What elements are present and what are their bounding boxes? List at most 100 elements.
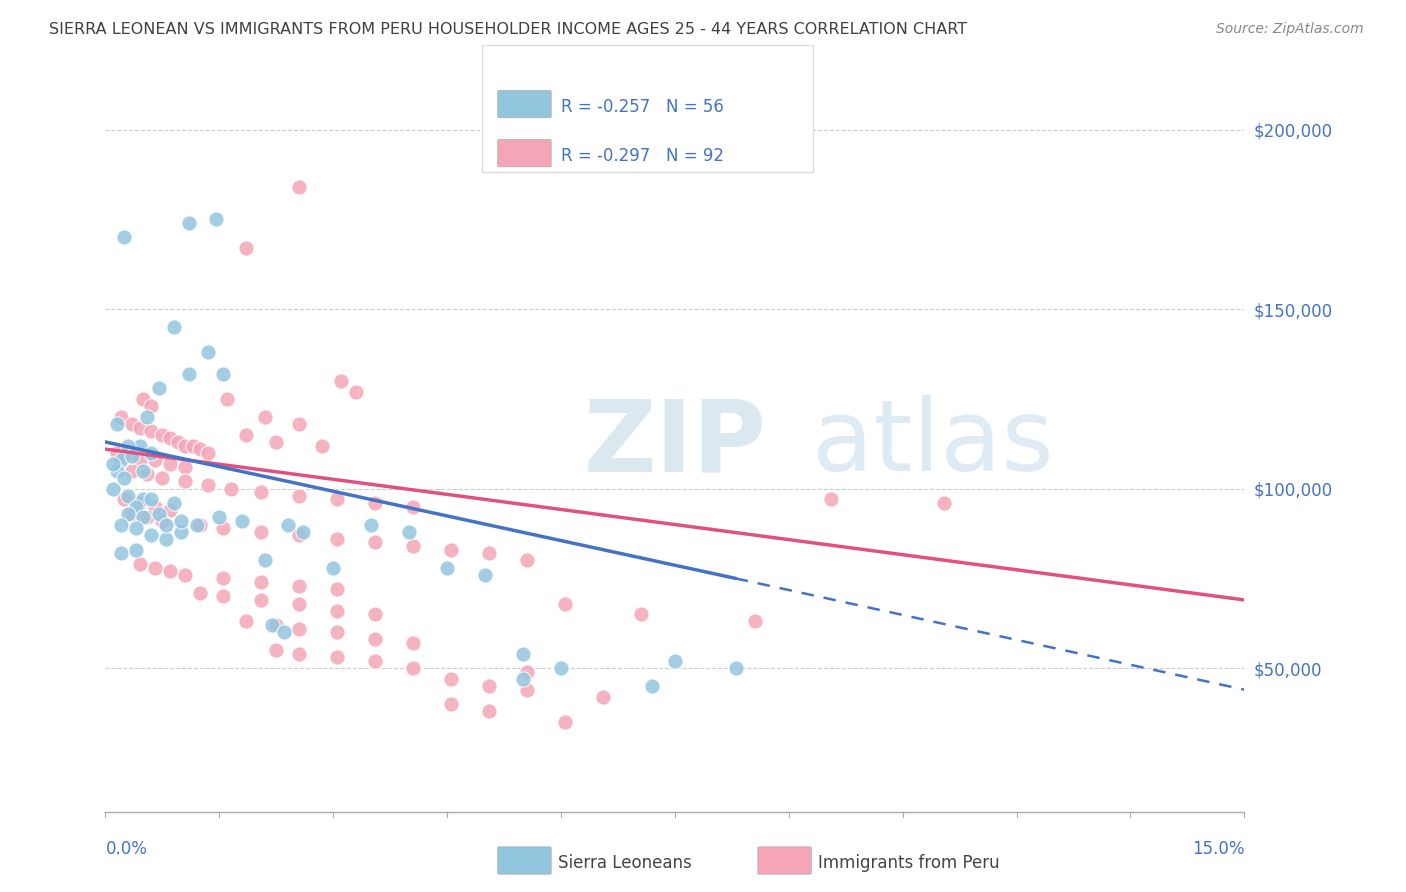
Point (250, 574, 273, 589)
Point (152, 427, 174, 442)
Point (114, 471, 135, 485)
Point (125, 542, 148, 557)
Point (105, 464, 128, 478)
Point (436, 560, 458, 574)
Point (110, 517, 132, 532)
Point (402, 500, 425, 514)
Point (155, 517, 177, 532)
Point (197, 446, 219, 460)
Point (516, 682, 538, 697)
Point (170, 514, 193, 528)
Point (550, 661, 572, 675)
Point (114, 492, 135, 507)
Point (159, 503, 181, 517)
Point (474, 567, 496, 582)
Point (273, 625, 295, 640)
Point (188, 442, 211, 457)
Point (132, 492, 155, 507)
Point (117, 439, 139, 453)
Point (288, 597, 311, 611)
Point (121, 464, 143, 478)
Point (440, 542, 463, 557)
Point (215, 392, 238, 406)
Text: Source: ZipAtlas.com: Source: ZipAtlas.com (1216, 22, 1364, 37)
Point (136, 510, 159, 524)
Text: R = -0.257   N = 56: R = -0.257 N = 56 (561, 98, 724, 116)
Point (235, 241, 257, 255)
Point (152, 514, 174, 528)
Point (136, 467, 159, 482)
Point (326, 532, 349, 546)
Point (326, 604, 349, 618)
Point (288, 417, 311, 431)
Point (262, 618, 284, 632)
Point (554, 714, 576, 729)
Point (139, 492, 162, 507)
Point (125, 521, 148, 535)
Point (208, 510, 231, 524)
Point (143, 453, 166, 467)
Point (592, 690, 614, 704)
Point (440, 672, 463, 686)
Point (724, 661, 747, 675)
Point (554, 597, 576, 611)
Point (132, 510, 155, 524)
Point (159, 431, 181, 445)
Point (820, 492, 842, 507)
Point (360, 517, 382, 532)
Point (132, 392, 155, 406)
Point (288, 180, 311, 194)
Point (329, 374, 352, 388)
Point (934, 496, 956, 510)
Point (163, 320, 186, 334)
Point (326, 492, 349, 507)
Point (117, 507, 139, 521)
Point (136, 409, 159, 424)
Point (288, 622, 311, 636)
Point (110, 409, 132, 424)
Point (250, 485, 273, 500)
Point (128, 453, 150, 467)
Point (166, 434, 188, 449)
Point (326, 625, 349, 640)
Point (114, 450, 135, 464)
Point (125, 500, 148, 514)
Point (641, 679, 664, 693)
Point (188, 517, 211, 532)
Point (197, 345, 219, 359)
Point (277, 517, 299, 532)
Point (235, 427, 257, 442)
Point (188, 586, 211, 600)
Point (291, 524, 314, 539)
Point (264, 618, 288, 632)
Point (288, 528, 311, 542)
Point (253, 409, 276, 424)
Point (139, 446, 162, 460)
Point (110, 453, 132, 467)
Point (288, 647, 311, 661)
Text: 15.0%: 15.0% (1192, 840, 1244, 858)
Point (364, 654, 387, 668)
Point (402, 539, 425, 553)
Point (148, 507, 170, 521)
Point (212, 521, 235, 535)
Point (152, 471, 174, 485)
Point (440, 697, 463, 711)
Text: Sierra Leoneans: Sierra Leoneans (558, 855, 692, 872)
Point (664, 654, 686, 668)
Point (478, 679, 501, 693)
Point (170, 524, 193, 539)
Point (288, 489, 311, 503)
Point (155, 532, 177, 546)
Point (364, 607, 387, 622)
Text: atlas: atlas (811, 395, 1053, 492)
Point (402, 636, 425, 650)
Point (177, 367, 200, 381)
Point (148, 381, 170, 395)
Point (288, 578, 311, 592)
Point (219, 482, 242, 496)
Point (128, 496, 150, 510)
Point (139, 424, 162, 438)
Point (264, 434, 288, 449)
Point (512, 647, 534, 661)
